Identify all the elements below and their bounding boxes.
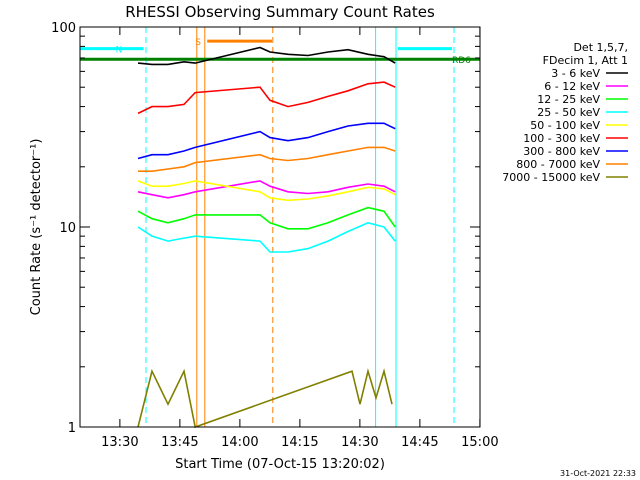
x-tick-label-1: 13:45 [161, 435, 198, 450]
legend-label-0: 3 - 6 keV [551, 67, 600, 80]
legend-title-0: Det 1,5,7, [573, 41, 628, 54]
legend-title-1: FDecim 1, Att 1 [543, 54, 628, 67]
chart-title: RHESSI Observing Summary Count Rates [125, 3, 435, 21]
legend-item-5: 100 - 300 keV [523, 132, 628, 145]
legend-label-7: 800 - 7000 keV [516, 158, 600, 171]
legend-item-0: 3 - 6 keV [551, 67, 628, 80]
legend-label-1: 6 - 12 keV [544, 80, 600, 93]
series-line-7 [138, 146, 396, 172]
x-tick-label-2: 14:00 [221, 435, 258, 450]
legend-item-4: 50 - 100 keV [530, 119, 628, 132]
series-line-8 [137, 368, 393, 429]
legend-label-3: 25 - 50 keV [537, 106, 600, 119]
series-line-1 [137, 180, 396, 199]
flag-label-0: N [116, 46, 123, 56]
footer-timestamp: 31-Oct-2021 22:33 [560, 469, 636, 478]
flag-label-2: S [195, 38, 201, 48]
x-tick-label-4: 14:30 [341, 435, 378, 450]
x-tick-label-5: 14:45 [401, 435, 438, 450]
legend-item-7: 800 - 7000 keV [516, 158, 628, 171]
y-tick-label-0: 1 [68, 421, 76, 436]
legend-label-8: 7000 - 15000 keV [502, 171, 600, 184]
legend-item-6: 300 - 800 keV [523, 145, 628, 158]
series-line-0 [137, 46, 396, 66]
legend-item-8: 7000 - 15000 keV [502, 171, 628, 184]
series-line-6 [137, 122, 396, 160]
series-line-3 [137, 221, 396, 253]
series-line-4 [137, 180, 396, 202]
legend-label-6: 300 - 800 keV [523, 145, 600, 158]
x-axis-label: Start Time (07-Oct-15 13:20:02) [175, 457, 385, 472]
series-line-2 [137, 206, 396, 230]
legend-label-4: 50 - 100 keV [530, 119, 600, 132]
axes: 13:30 13:45 14:00 14:15 14:30 14:45 15:00 1 10 10… [51, 21, 498, 450]
legend-item-3: 25 - 50 keV [537, 106, 628, 119]
legend-item-2: 12 - 25 keV [537, 93, 628, 106]
legend-label-5: 100 - 300 keV [523, 132, 600, 145]
legend-label-2: 12 - 25 keV [537, 93, 600, 106]
series-line-5 [137, 81, 396, 115]
plot-marks: N S RD6 [80, 27, 480, 429]
flag-label-3: RD6 [452, 56, 471, 66]
x-tick-label-6: 15:00 [461, 435, 498, 450]
y-tick-label-1: 10 [59, 221, 76, 236]
y-tick-label-2: 100 [51, 21, 76, 36]
x-tick-label-3: 14:15 [281, 435, 318, 450]
legend-item-1: 6 - 12 keV [544, 80, 628, 93]
y-axis-label: Count Rate (s⁻¹ detector⁻¹) [29, 139, 44, 316]
x-tick-label-0: 13:30 [101, 435, 138, 450]
